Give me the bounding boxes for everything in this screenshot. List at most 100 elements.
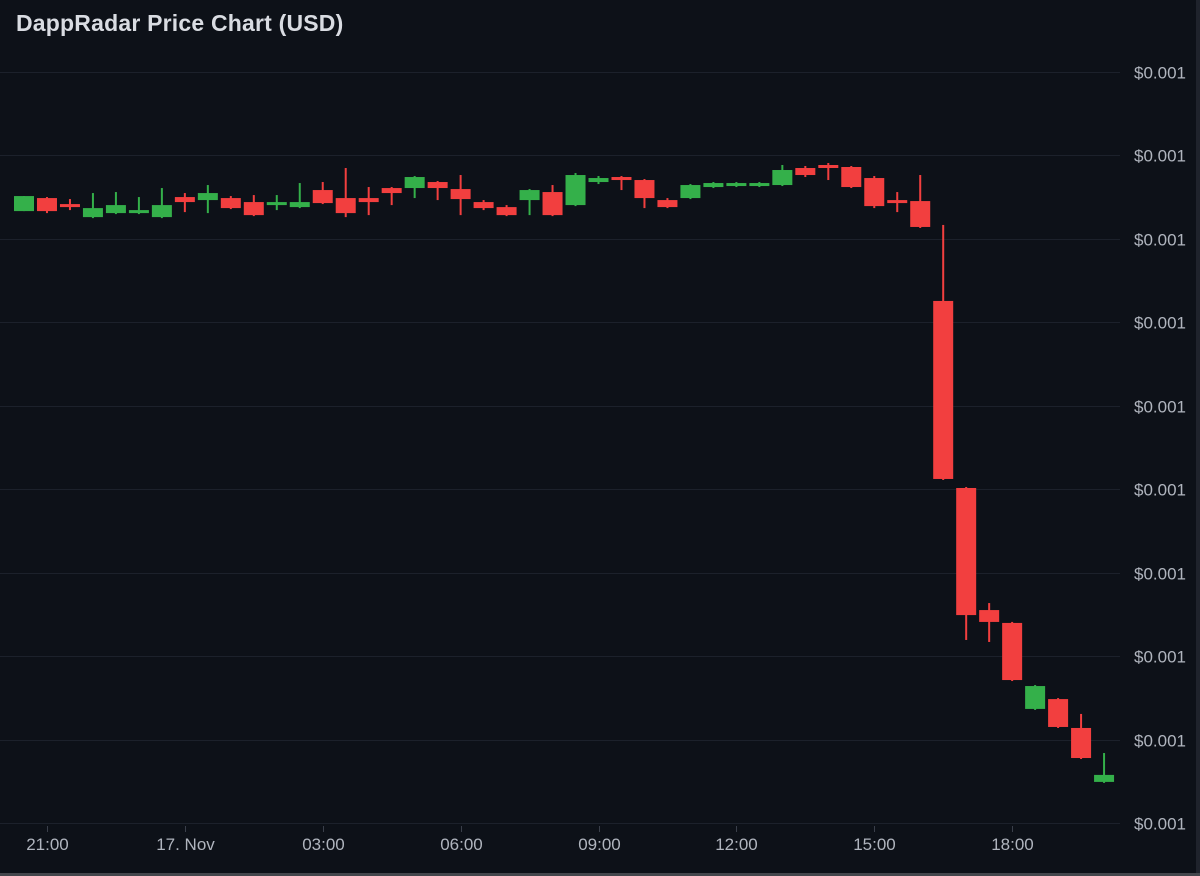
candle-body — [1094, 774, 1115, 782]
candle-02:00[interactable] — [266, 195, 287, 211]
candles-layer[interactable] — [14, 163, 1115, 783]
candle-body — [542, 192, 563, 216]
candle-20:00[interactable] — [1094, 753, 1115, 783]
candle-23:30[interactable] — [151, 188, 172, 219]
candle-01:00[interactable] — [220, 196, 241, 210]
price-axis[interactable]: $0.001 $0.001 $0.001 $0.001 $0.001 $0.001 $0.0… — [1134, 64, 1186, 834]
candle-body — [933, 300, 954, 479]
candle-11:00[interactable] — [680, 184, 701, 200]
candle-wick — [827, 163, 830, 181]
candle-05:30[interactable] — [427, 181, 448, 201]
candle-body — [496, 207, 517, 216]
candle-body — [105, 205, 126, 214]
candle-body — [1025, 686, 1046, 709]
candle-body — [956, 487, 977, 616]
candle-23:00[interactable] — [128, 197, 149, 215]
candle-01:30[interactable] — [243, 195, 264, 217]
candle-wick — [183, 193, 186, 213]
candle-body — [634, 180, 655, 199]
candle-body — [473, 202, 494, 209]
price-label: $0.001 — [1134, 648, 1186, 667]
candle-16:00[interactable] — [910, 175, 931, 228]
candle-body — [887, 200, 908, 204]
candle-body — [864, 178, 885, 207]
candle-03:30[interactable] — [335, 168, 356, 218]
price-label: $0.001 — [1134, 147, 1186, 166]
time-label: 09:00 — [578, 835, 621, 854]
time-label: 06:00 — [440, 835, 483, 854]
candle-15:00[interactable] — [864, 176, 885, 209]
price-label: $0.001 — [1134, 231, 1186, 250]
time-label: 18:00 — [991, 835, 1034, 854]
candle-04:30[interactable] — [381, 187, 402, 206]
candle-17:00[interactable] — [956, 486, 977, 640]
gridlines-layer — [0, 72, 1120, 824]
candle-00:30[interactable] — [197, 185, 218, 214]
candle-body — [358, 198, 379, 203]
candle-body — [1048, 699, 1069, 727]
candle-22:30[interactable] — [105, 192, 126, 215]
candle-body — [335, 198, 356, 214]
time-axis[interactable]: 21:00 17. Nov 03:00 06:00 09:00 12:00 15:00 18:… — [26, 826, 1034, 854]
candle-18:30[interactable] — [1025, 685, 1046, 710]
candle-00:00[interactable] — [174, 193, 195, 213]
candle-07:30[interactable] — [519, 189, 540, 216]
candle-body — [197, 193, 218, 201]
candle-body — [818, 165, 839, 169]
time-label: 15:00 — [853, 835, 896, 854]
candle-body — [266, 202, 287, 206]
candle-wick — [1103, 753, 1106, 783]
candle-20:30[interactable] — [14, 196, 34, 212]
window-edge-bottom — [0, 873, 1200, 876]
candle-wick — [91, 193, 94, 219]
candle-10:00[interactable] — [634, 179, 655, 209]
candle-08:00[interactable] — [542, 185, 563, 217]
candle-body — [243, 202, 264, 216]
candle-06:30[interactable] — [473, 200, 494, 211]
candle-15:30[interactable] — [887, 192, 908, 213]
candle-10:30[interactable] — [657, 198, 678, 209]
candle-13:00[interactable] — [772, 165, 793, 187]
candle-14:00[interactable] — [818, 163, 839, 181]
candle-body — [14, 196, 34, 212]
candle-09:30[interactable] — [611, 176, 632, 191]
candle-body — [979, 610, 1000, 622]
price-label: $0.001 — [1134, 64, 1186, 83]
candle-body — [680, 185, 701, 199]
candle-04:00[interactable] — [358, 187, 379, 216]
candle-wick — [620, 176, 623, 191]
candle-body — [174, 197, 195, 203]
time-label: 12:00 — [715, 835, 758, 854]
candle-16:30[interactable] — [933, 224, 954, 480]
candle-03:00[interactable] — [312, 182, 333, 205]
candle-02:30[interactable] — [289, 183, 310, 209]
candle-17:30[interactable] — [979, 603, 1000, 642]
candle-body — [450, 189, 471, 200]
candle-wick — [390, 187, 393, 206]
candle-body — [749, 183, 770, 187]
candle-14:30[interactable] — [841, 166, 862, 189]
candle-05:00[interactable] — [404, 176, 425, 199]
candle-body — [1002, 622, 1023, 681]
candle-wick — [137, 197, 140, 215]
candle-11:30[interactable] — [703, 182, 724, 189]
candle-19:00[interactable] — [1048, 698, 1069, 728]
candle-12:30[interactable] — [749, 182, 770, 188]
candle-body — [841, 167, 862, 188]
candle-07:00[interactable] — [496, 205, 517, 217]
candle-18:00[interactable] — [1002, 621, 1023, 682]
candle-body — [772, 170, 793, 186]
candle-19:30[interactable] — [1071, 713, 1092, 760]
candle-08:30[interactable] — [565, 173, 586, 207]
candle-21:00[interactable] — [36, 197, 57, 214]
time-label: 21:00 — [26, 835, 69, 854]
candle-06:00[interactable] — [450, 175, 471, 216]
candle-13:30[interactable] — [795, 166, 816, 178]
candle-22:00[interactable] — [82, 193, 103, 219]
candle-12:00[interactable] — [726, 182, 747, 188]
candle-21:30[interactable] — [59, 199, 80, 211]
candle-wick — [344, 168, 347, 218]
candle-09:00[interactable] — [588, 176, 609, 185]
candle-wick — [298, 183, 301, 209]
